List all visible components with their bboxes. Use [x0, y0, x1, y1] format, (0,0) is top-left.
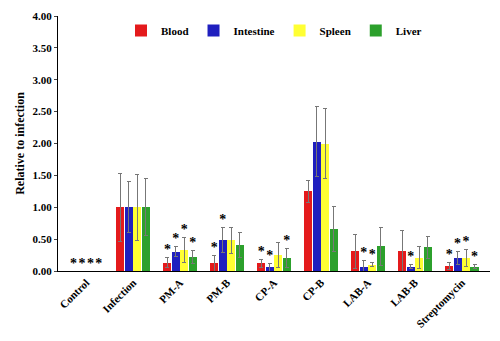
svg-text:CP-B: CP-B — [300, 276, 327, 303]
svg-text:*: * — [471, 249, 478, 264]
svg-text:*: * — [407, 249, 414, 264]
svg-text:*: * — [283, 233, 290, 248]
svg-text:*: * — [463, 234, 470, 249]
svg-text:CP-A: CP-A — [252, 276, 279, 303]
svg-text:3.50: 3.50 — [33, 42, 53, 54]
svg-text:*: * — [172, 231, 179, 246]
svg-text:Relative to infection: Relative to infection — [13, 92, 27, 195]
svg-text:*: * — [189, 235, 196, 250]
svg-text:*: * — [87, 256, 94, 271]
svg-text:Control: Control — [57, 277, 91, 311]
svg-text:LAB-A: LAB-A — [341, 276, 374, 309]
svg-text:3.00: 3.00 — [33, 74, 53, 86]
svg-text:*: * — [266, 248, 273, 263]
svg-text:*: * — [211, 240, 218, 255]
svg-text:1.00: 1.00 — [33, 201, 53, 213]
svg-text:LAB-B: LAB-B — [388, 276, 421, 309]
svg-text:*: * — [181, 222, 188, 237]
svg-text:0.50: 0.50 — [33, 233, 53, 245]
svg-text:*: * — [454, 236, 461, 251]
svg-text:PM-B: PM-B — [204, 276, 233, 305]
svg-text:2.50: 2.50 — [33, 105, 53, 117]
svg-text:Spleen: Spleen — [320, 25, 351, 37]
svg-text:Infection: Infection — [100, 277, 138, 315]
svg-text:Liver: Liver — [396, 25, 422, 37]
svg-text:*: * — [360, 245, 367, 260]
svg-text:*: * — [95, 256, 102, 271]
svg-text:4.00: 4.00 — [33, 10, 53, 22]
svg-text:*: * — [78, 256, 85, 271]
svg-text:Intestine: Intestine — [234, 25, 275, 37]
svg-text:1.50: 1.50 — [33, 169, 53, 181]
svg-text:*: * — [70, 256, 77, 271]
svg-text:*: * — [369, 247, 376, 262]
svg-text:PM-A: PM-A — [157, 276, 186, 305]
svg-text:*: * — [258, 244, 265, 259]
svg-text:Blood: Blood — [161, 25, 189, 37]
svg-text:*: * — [219, 212, 226, 227]
svg-text:*: * — [164, 242, 171, 257]
svg-text:0.00: 0.00 — [33, 265, 53, 277]
svg-text:2.00: 2.00 — [33, 137, 53, 149]
svg-text:*: * — [446, 247, 453, 262]
svg-text:Streptomycin: Streptomycin — [414, 277, 467, 330]
